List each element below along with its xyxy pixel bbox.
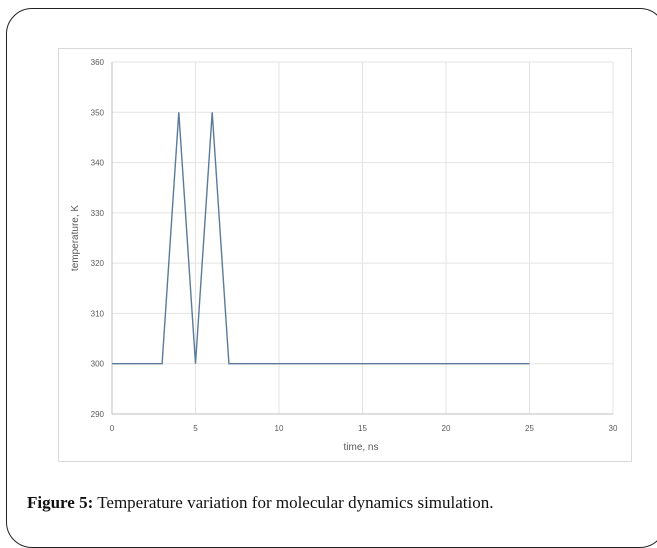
x-tick-label: 30 [609, 424, 618, 433]
caption-label: Figure 5: [27, 493, 94, 512]
y-tick-labels: 290 300 310 320 330 340 350 360 [91, 58, 105, 419]
chart-container [58, 48, 632, 462]
x-tick-labels: 0 5 10 15 20 25 30 [110, 424, 618, 433]
x-tick-label: 20 [442, 424, 451, 433]
x-tick-label: 5 [193, 424, 198, 433]
series-group [112, 112, 530, 365]
caption-text: Temperature variation for molecular dyna… [93, 493, 494, 512]
y-tick-label: 320 [91, 259, 105, 268]
x-tick-label: 15 [358, 424, 367, 433]
x-tick-label: 10 [275, 424, 284, 433]
y-axis-label: temperature, K [70, 205, 81, 271]
axes [111, 62, 613, 415]
y-tick-label: 300 [91, 360, 105, 369]
y-tick-label: 360 [91, 58, 105, 67]
x-tick-label: 25 [525, 424, 534, 433]
y-tick-label: 350 [91, 108, 105, 117]
series-line [112, 112, 530, 365]
figure-caption: Figure 5: Temperature variation for mole… [27, 493, 657, 513]
y-tick-label: 310 [91, 309, 105, 318]
y-tick-label: 340 [91, 159, 105, 168]
y-tick-label: 330 [91, 209, 105, 218]
x-tick-label: 0 [110, 424, 115, 433]
line-chart: 290 300 310 320 330 340 350 360 0 5 10 15 20 25 30 ti… [70, 58, 618, 453]
y-tick-label: 290 [91, 410, 105, 419]
grid-lines [112, 61, 614, 414]
x-axis-label: time, ns [343, 442, 378, 453]
